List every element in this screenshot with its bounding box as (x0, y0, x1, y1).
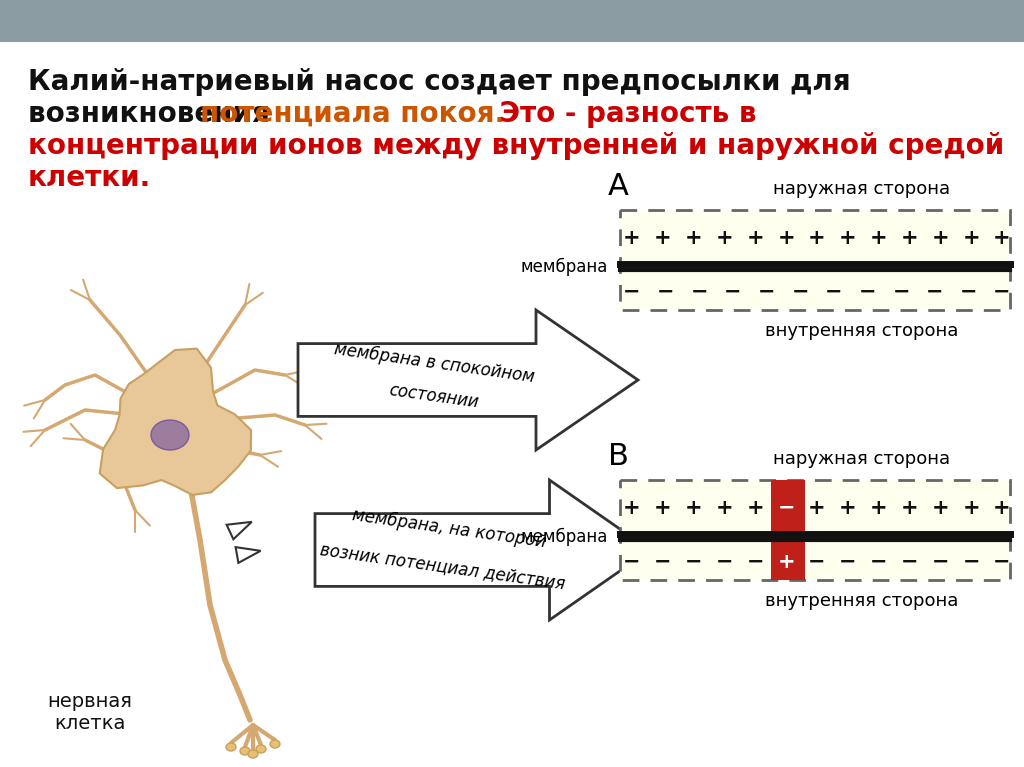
Polygon shape (226, 522, 252, 539)
Text: внутренняя сторона: внутренняя сторона (765, 592, 958, 610)
Text: −: − (839, 552, 857, 572)
Text: −: − (690, 282, 708, 302)
Text: +: + (839, 498, 857, 518)
Text: +: + (963, 228, 980, 248)
Text: −: − (656, 282, 675, 302)
Text: внутренняя сторона: внутренняя сторона (765, 322, 958, 340)
Ellipse shape (270, 740, 280, 748)
Ellipse shape (240, 747, 250, 755)
Text: −: − (746, 552, 764, 572)
Text: Это - разность в: Это - разность в (490, 100, 757, 128)
Text: −: − (724, 282, 741, 302)
Text: −: − (758, 282, 775, 302)
Ellipse shape (248, 750, 258, 758)
Text: +: + (777, 552, 795, 572)
Text: +: + (839, 228, 857, 248)
Text: −: − (777, 498, 795, 518)
Ellipse shape (226, 743, 236, 751)
Text: −: − (993, 552, 1011, 572)
Text: мембрана: мембрана (520, 528, 608, 546)
Text: −: − (654, 552, 672, 572)
Text: −: − (685, 552, 702, 572)
Text: −: − (901, 552, 919, 572)
Text: +: + (685, 498, 702, 518)
Text: +: + (624, 228, 641, 248)
Text: мембрана в спокойном: мембрана в спокойном (333, 340, 536, 387)
Text: −: − (892, 282, 910, 302)
Text: Калий-натриевый насос создает предпосылки для: Калий-натриевый насос создает предпосылк… (28, 68, 851, 96)
Text: +: + (624, 498, 641, 518)
Bar (620, 480, 1010, 580)
Text: +: + (963, 498, 980, 518)
Text: +: + (777, 228, 795, 248)
Text: −: − (624, 282, 641, 302)
Text: +: + (869, 228, 888, 248)
Text: +: + (685, 228, 702, 248)
Text: −: − (825, 282, 843, 302)
Text: −: − (993, 282, 1011, 302)
Polygon shape (315, 480, 650, 620)
Text: +: + (993, 228, 1011, 248)
Ellipse shape (151, 420, 189, 450)
Text: клетки.: клетки. (28, 164, 152, 192)
Bar (620, 210, 1010, 310)
Text: +: + (808, 228, 825, 248)
Text: мембрана: мембрана (520, 258, 608, 276)
Text: +: + (746, 498, 764, 518)
Text: A: A (608, 172, 629, 201)
Text: потенциала покоя.: потенциала покоя. (200, 100, 505, 128)
Text: возник потенциал действия: возник потенциал действия (318, 541, 566, 593)
Text: +: + (932, 498, 949, 518)
Bar (0, 0, 1024, 42)
Text: +: + (716, 228, 733, 248)
Text: +: + (901, 498, 919, 518)
Text: мембрана, на которой: мембрана, на которой (351, 506, 547, 551)
Text: +: + (993, 498, 1011, 518)
Polygon shape (99, 349, 251, 495)
Text: нервная
клетка: нервная клетка (47, 692, 132, 733)
Text: −: − (870, 552, 888, 572)
Text: возникновения: возникновения (28, 100, 280, 128)
Bar (771, 480, 805, 580)
Bar (620, 480, 1010, 580)
Text: +: + (932, 228, 949, 248)
Polygon shape (298, 310, 638, 450)
Text: наружная сторона: наружная сторона (773, 450, 950, 468)
Text: −: − (926, 282, 943, 302)
Text: −: − (808, 552, 825, 572)
Text: −: − (716, 552, 733, 572)
Text: −: − (959, 282, 977, 302)
Text: наружная сторона: наружная сторона (773, 180, 950, 198)
Text: B: B (608, 442, 629, 471)
Text: +: + (808, 498, 825, 518)
Text: +: + (901, 228, 919, 248)
Text: −: − (932, 552, 949, 572)
Text: +: + (654, 498, 672, 518)
Text: −: − (624, 552, 641, 572)
Text: концентрации ионов между внутренней и наружной средой: концентрации ионов между внутренней и на… (28, 132, 1005, 160)
Text: +: + (716, 498, 733, 518)
Text: −: − (963, 552, 980, 572)
Ellipse shape (256, 745, 266, 753)
Bar (620, 210, 1010, 310)
Text: −: − (792, 282, 809, 302)
Polygon shape (236, 547, 261, 563)
Text: +: + (746, 228, 764, 248)
Text: −: − (859, 282, 877, 302)
Text: +: + (654, 228, 672, 248)
Text: +: + (869, 498, 888, 518)
Text: состоянии: состоянии (388, 382, 480, 412)
